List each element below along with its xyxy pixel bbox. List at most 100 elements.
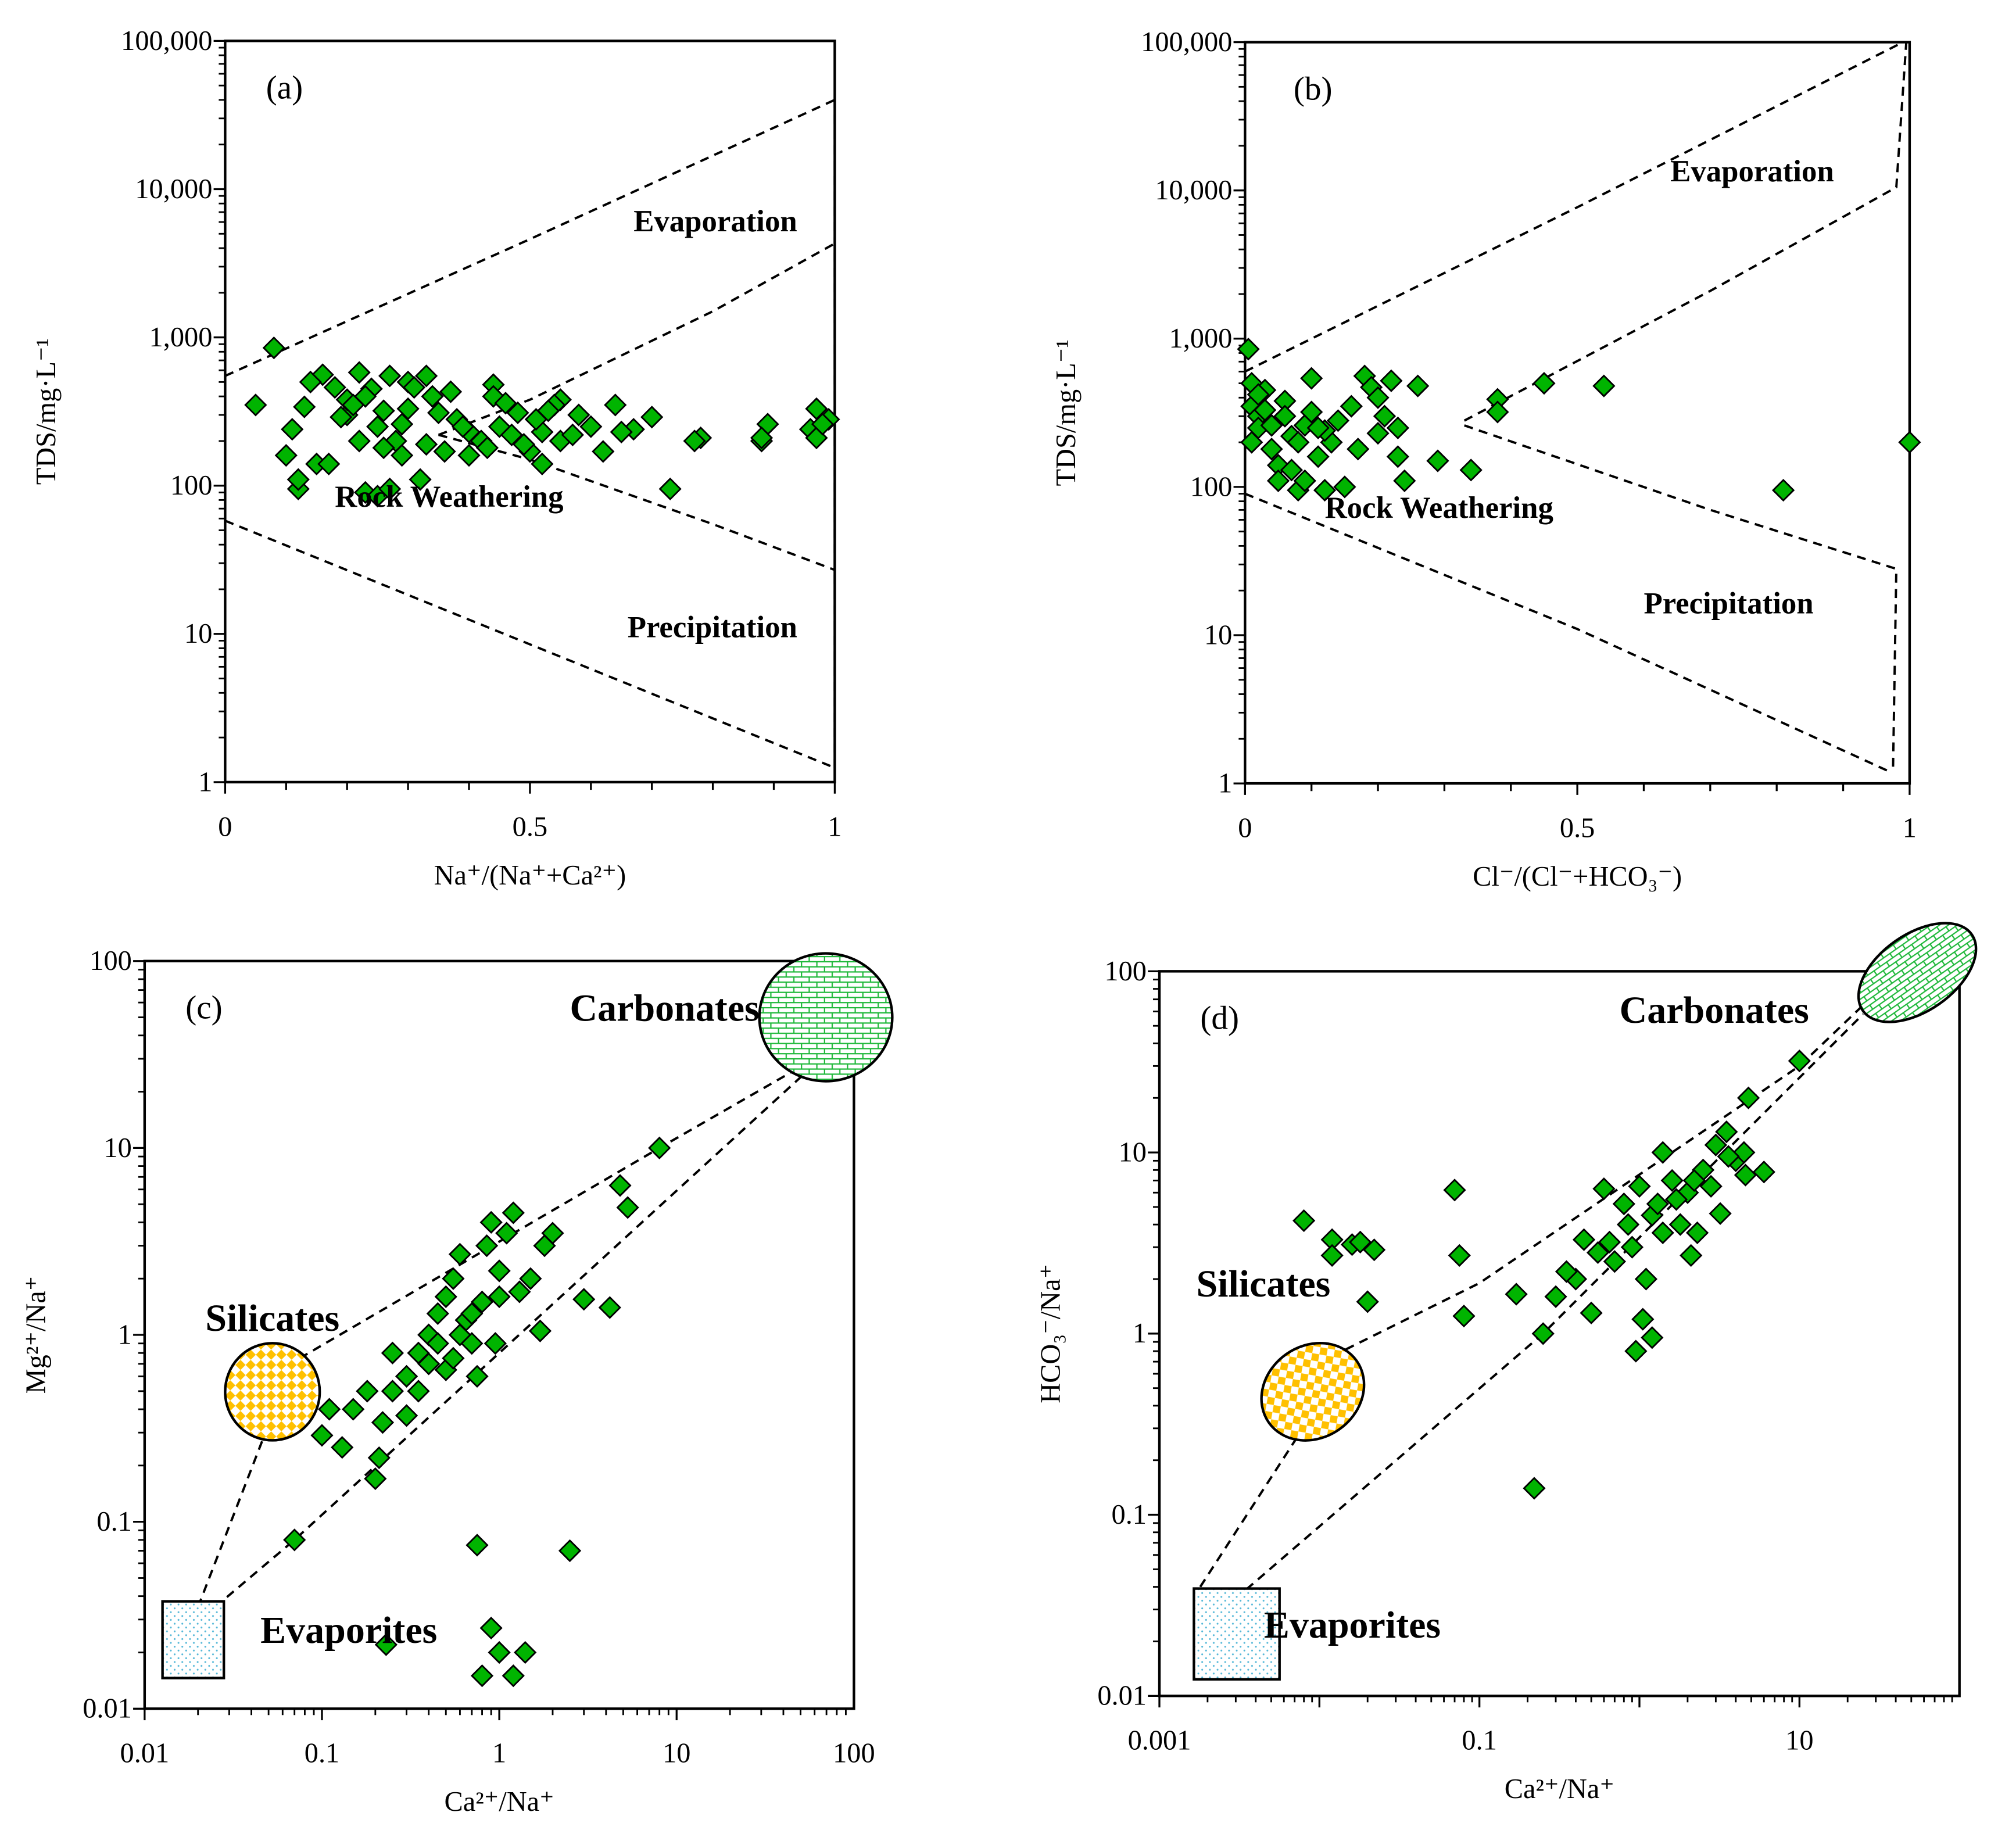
data-point: [1544, 1285, 1567, 1308]
data-point: [1326, 409, 1350, 432]
plot-frame: [224, 40, 836, 784]
carbonates-ellipse: [758, 952, 894, 1083]
y-tick-label: 100,000: [121, 26, 212, 56]
data-point: [750, 426, 774, 450]
boundary-dashed-line: [214, 1063, 816, 1608]
data-point: [558, 1539, 582, 1563]
data-point: [1393, 469, 1416, 492]
y-tick-label: 0.01: [83, 1693, 132, 1724]
x-tick-label: 0.5: [1560, 812, 1595, 843]
data-point: [488, 415, 511, 438]
panel-b: 1 10 100 1,000 10,000 100,000 0 0.5 1 Cl⁻/(Cl⁻+HC…: [1051, 27, 1921, 892]
data-point: [342, 1398, 365, 1421]
data-point: [433, 440, 456, 463]
x-tick-label: 0: [1238, 812, 1252, 843]
boundary-dashed-line: [1199, 1433, 1301, 1588]
data-point: [1292, 1209, 1316, 1233]
data-point: [508, 1280, 531, 1303]
data-point: [1260, 414, 1283, 437]
data-point: [541, 1222, 564, 1245]
data-point: [1734, 1163, 1757, 1187]
data-point: [426, 1302, 449, 1326]
data-point: [1634, 1267, 1658, 1291]
y-tick-label: 10: [1204, 619, 1232, 650]
y-tick-label: 100: [1190, 471, 1233, 502]
data-point: [1273, 404, 1297, 428]
x-tick-label: 100: [833, 1738, 875, 1769]
data-point: [317, 452, 341, 476]
data-point: [1313, 478, 1337, 502]
data-point: [658, 477, 682, 500]
data-point: [414, 364, 438, 388]
panel-label: (d): [1200, 1000, 1239, 1036]
region-label: Evaporation: [633, 205, 797, 238]
data-point: [1266, 469, 1290, 492]
y-tick-label: 100: [89, 946, 132, 976]
data-point: [495, 1222, 518, 1245]
data-point: [299, 370, 322, 393]
data-point: [811, 413, 835, 436]
x-tick-label: 0.1: [1462, 1725, 1496, 1756]
x-axis-label: Ca²⁺/Na⁺: [445, 1786, 554, 1817]
y-tick-label: 1: [1133, 1318, 1147, 1349]
data-point: [323, 375, 346, 399]
data-point: [1736, 1086, 1760, 1109]
region-label: Evaporites: [260, 1609, 437, 1652]
data-point: [348, 361, 371, 384]
data-point: [528, 1319, 552, 1342]
data-point: [488, 1259, 511, 1283]
data-point: [348, 429, 371, 453]
plot-frame: [1244, 41, 1911, 785]
data-point: [1580, 1301, 1603, 1324]
region-label: Silicates: [1196, 1263, 1330, 1305]
data-point: [592, 440, 615, 463]
data-point: [519, 1267, 542, 1290]
data-point: [616, 1196, 639, 1219]
data-point: [1646, 1192, 1670, 1216]
data-point: [1788, 1050, 1811, 1073]
y-tick-label: 10: [103, 1133, 131, 1163]
data-point: [427, 401, 450, 424]
data-point: [367, 1446, 391, 1470]
data-point: [448, 1323, 472, 1346]
data-point: [488, 1641, 511, 1664]
data-point: [500, 423, 524, 446]
data-point: [1598, 1230, 1621, 1254]
data-point: [1664, 1188, 1688, 1211]
data-point: [561, 423, 584, 446]
y-tick-label: 100: [170, 470, 213, 501]
data-point: [1620, 1235, 1644, 1259]
data-point: [1505, 1283, 1528, 1306]
data-point: [451, 415, 475, 438]
data-point: [1300, 367, 1323, 390]
x-tick-label: 1: [1903, 812, 1917, 843]
data-point: [1603, 1250, 1626, 1273]
panel-label: (c): [185, 990, 222, 1026]
x-tick-label: 0.1: [305, 1738, 339, 1769]
data-point: [1660, 1169, 1684, 1192]
data-point: [470, 1664, 494, 1688]
data-point: [426, 1332, 449, 1355]
data-point: [287, 468, 310, 491]
panel-label: (a): [266, 69, 303, 106]
data-point: [470, 1290, 494, 1314]
data-point: [1254, 398, 1277, 422]
data-point: [1452, 1305, 1476, 1328]
data-point: [372, 436, 395, 460]
x-tick-label: 10: [663, 1738, 690, 1769]
region-label: Rock Weathering: [335, 480, 563, 514]
evaporites-box: [161, 1600, 225, 1679]
data-point: [572, 1288, 596, 1311]
y-tick-label: 10: [184, 618, 212, 649]
data-point: [1373, 404, 1397, 428]
data-point: [381, 1341, 404, 1364]
data-point: [1772, 478, 1795, 502]
data-point: [466, 1534, 489, 1557]
boundary-dashed-line: [224, 99, 836, 377]
data-point: [1523, 1477, 1546, 1500]
region-label: Precipitation: [1643, 587, 1813, 621]
data-point: [475, 1234, 499, 1258]
y-axis-label: TDS/mg·L⁻¹: [1051, 339, 1082, 486]
data-point: [1386, 416, 1409, 439]
data-point: [1386, 445, 1409, 468]
